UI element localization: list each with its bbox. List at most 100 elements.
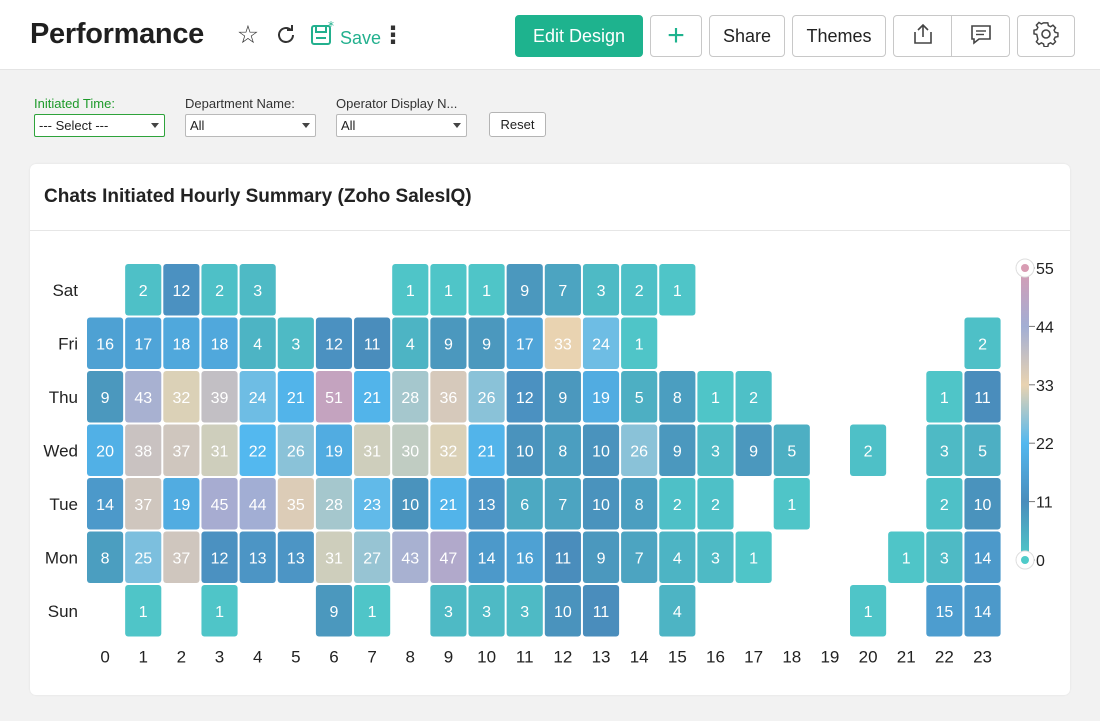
cell-value-label: 37 (172, 550, 190, 567)
heatmap-cell (392, 317, 429, 369)
star-icon[interactable]: ☆ (236, 21, 260, 49)
heatmap-cell (659, 585, 696, 637)
cell-value-label: 17 (516, 336, 534, 353)
cell-value-label: 23 (363, 497, 381, 514)
cell-value-label: 11 (974, 390, 991, 407)
x-tick-label: 4 (253, 648, 262, 667)
heatmap-cell (544, 531, 581, 583)
heatmap-cell (964, 585, 1001, 637)
more-vertical-icon[interactable]: ⋮ (381, 21, 405, 49)
x-tick-label: 1 (138, 648, 147, 667)
cell-value-label: 11 (555, 550, 572, 567)
cell-value-label: 1 (902, 550, 911, 567)
department-name-select[interactable]: All (185, 114, 316, 137)
cell-value-label: 1 (673, 283, 682, 300)
cell-value-label: 9 (673, 443, 682, 460)
share-button[interactable]: Share (709, 15, 785, 57)
svg-text:*: * (328, 20, 334, 33)
heatmap-cell (697, 424, 734, 476)
x-tick-label: 10 (477, 648, 496, 667)
y-tick-label: Sun (48, 602, 78, 621)
select-value: --- Select --- (39, 118, 109, 133)
heatmap-cell (735, 371, 772, 423)
cell-value-label: 35 (287, 497, 305, 514)
heatmap-cell (468, 585, 505, 637)
heatmap-cell (468, 531, 505, 583)
heatmap-cell (964, 317, 1001, 369)
add-button[interactable]: + (650, 15, 702, 57)
cell-value-label: 26 (630, 443, 648, 460)
color-scale-label: 11 (1036, 495, 1053, 512)
cell-value-label: 38 (134, 443, 152, 460)
reset-button[interactable]: Reset (489, 112, 546, 137)
y-tick-label: Mon (45, 548, 78, 567)
heatmap-cell (125, 424, 162, 476)
export-button[interactable] (893, 15, 952, 57)
cell-value-label: 12 (172, 283, 190, 300)
heatmap-cell (468, 371, 505, 423)
save-button[interactable]: * Save (310, 18, 381, 52)
cell-value-label: 19 (325, 443, 343, 460)
color-scale-label: 33 (1036, 378, 1054, 395)
heatmap-cell (926, 585, 963, 637)
cell-value-label: 44 (249, 497, 267, 514)
heatmap-cell (354, 371, 391, 423)
cell-value-label: 51 (325, 390, 343, 407)
cell-value-label: 4 (406, 336, 415, 353)
cell-value-label: 21 (287, 390, 305, 407)
cell-value-label: 5 (787, 443, 796, 460)
heatmap-cell (430, 424, 467, 476)
heatmap-cell (430, 371, 467, 423)
heatmap-cell (506, 478, 543, 530)
page-title: Performance (30, 18, 204, 50)
cell-value-label: 8 (673, 390, 682, 407)
cell-value-label: 4 (673, 550, 682, 567)
heatmap-cell (582, 317, 620, 369)
edit-design-button[interactable]: Edit Design (515, 15, 643, 57)
x-tick-label: 16 (706, 648, 725, 667)
comment-button[interactable] (951, 15, 1010, 57)
gear-icon (1033, 21, 1059, 52)
heatmap-cell (544, 371, 581, 423)
top-header: Performance ☆ * Save ⋮ Edit Design + Sha… (0, 0, 1100, 70)
initiated-time-select[interactable]: --- Select --- (34, 114, 165, 137)
cell-value-label: 3 (940, 550, 949, 567)
heatmap-cell (430, 478, 467, 530)
heatmap-cell (506, 264, 543, 316)
cell-value-label: 4 (673, 604, 682, 621)
y-tick-label: Fri (58, 334, 78, 353)
cell-value-label: 1 (215, 604, 224, 621)
cell-value-label: 18 (172, 336, 190, 353)
heatmap-cell (964, 424, 1001, 476)
x-tick-label: 17 (744, 648, 763, 667)
cell-value-label: 2 (864, 443, 873, 460)
cell-value-label: 31 (325, 550, 343, 567)
x-tick-label: 5 (291, 648, 300, 667)
operator-display-name-select[interactable]: All (336, 114, 467, 137)
heatmap-cell (964, 478, 1001, 530)
cell-value-label: 10 (974, 497, 992, 514)
x-tick-label: 12 (553, 648, 572, 667)
cell-value-label: 3 (597, 283, 606, 300)
x-tick-label: 13 (592, 648, 611, 667)
heatmap-cell (659, 424, 696, 476)
filter-department-name: Department Name: All (185, 96, 316, 137)
x-tick-label: 7 (367, 648, 376, 667)
settings-button[interactable] (1017, 15, 1075, 57)
heatmap-cell (735, 424, 772, 476)
cell-value-label: 32 (172, 390, 190, 407)
caret-down-icon (302, 123, 310, 128)
cell-value-label: 16 (96, 336, 114, 353)
heatmap-cell (125, 478, 162, 530)
heatmap-cell (506, 424, 543, 476)
cell-value-label: 8 (635, 497, 644, 514)
heatmap-cell (468, 264, 505, 316)
cell-value-label: 7 (635, 550, 644, 567)
cell-value-label: 43 (401, 550, 419, 567)
cell-value-label: 14 (478, 550, 496, 567)
refresh-icon[interactable] (272, 20, 300, 50)
cell-value-label: 1 (940, 390, 949, 407)
heatmap-cell (239, 424, 276, 476)
cell-value-label: 2 (215, 283, 224, 300)
themes-button[interactable]: Themes (792, 15, 886, 57)
